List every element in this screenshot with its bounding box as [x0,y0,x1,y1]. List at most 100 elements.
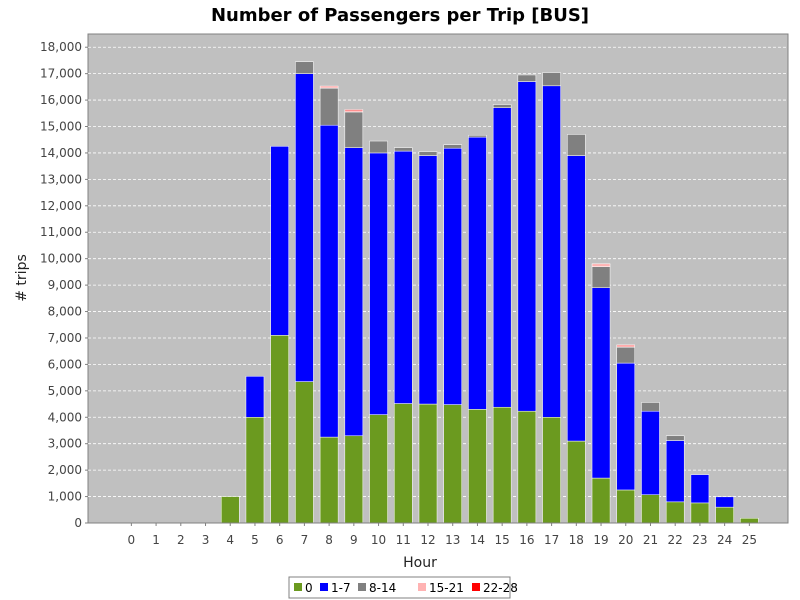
y-tick-label: 17,000 [40,67,82,81]
bar-segment [295,381,314,524]
bar-segment [443,404,462,524]
bar-segment [591,287,611,479]
bar-segment [270,146,289,336]
bar-segment [591,264,611,267]
y-tick-label: 2,000 [48,463,82,477]
x-tick-label: 13 [445,533,460,547]
bar-segment [295,73,314,382]
legend-swatch [358,583,366,591]
x-tick-label: 3 [202,533,210,547]
legend-label: 8-14 [369,581,396,595]
bar-segment [468,134,487,138]
x-tick-label: 9 [350,533,358,547]
legend-label: 15-21 [429,581,464,595]
x-tick-label: 24 [717,533,732,547]
bar-segment [394,147,413,152]
legend-swatch [294,583,302,591]
bar-segment [517,81,537,412]
bar-segment [344,147,364,437]
gridlines [88,46,788,497]
bar-segment [641,494,660,524]
bar-segment [468,136,487,410]
legend-label: 22-28 [483,581,518,595]
bar-segment [517,74,537,82]
y-tick-label: 1,000 [48,490,82,504]
bar-segment [665,501,685,524]
x-tick-label: 17 [544,533,559,547]
bar-segment [344,111,364,148]
x-tick-label: 0 [128,533,136,547]
bar-segment [591,477,611,524]
x-tick-label: 11 [396,533,411,547]
bars [220,61,759,524]
bar-segment [369,152,388,415]
bar-segment [616,346,636,364]
x-tick-label: 5 [251,533,259,547]
legend-box [288,576,511,599]
bar-segment [665,435,685,441]
y-tick-label: 14,000 [40,146,82,160]
y-tick-label: 15,000 [40,120,82,134]
y-tick-label: 4,000 [48,410,82,424]
bar-segment [517,410,537,524]
y-tick-label: 18,000 [40,40,82,54]
bar-segment [443,144,462,149]
x-tick-label: 1 [152,533,160,547]
x-tick-label: 12 [420,533,435,547]
legend-label: 1-7 [331,581,351,595]
x-tick-label: 15 [495,533,510,547]
y-tick-label: 13,000 [40,172,82,186]
x-axis: 0 1 2 3 4 5 6 7 8 9 10 11 12 13 14 15 16 17 18 19 20 21 22 23 24… [88,522,788,547]
bar-segment [295,61,314,74]
bar-segment [492,104,512,108]
y-tick-label: 7,000 [48,331,82,345]
bar-segment [369,414,388,524]
bar-segment [542,417,561,524]
x-tick-label: 10 [371,533,386,547]
bar-segment [641,410,660,495]
bar-segment [591,263,611,265]
bar-segment [418,155,438,405]
bar-segment [344,435,364,524]
y-tick-label: 0 [74,516,82,530]
x-tick-label: 25 [742,533,757,547]
x-tick-label: 7 [301,533,309,547]
x-tick-label: 6 [276,533,284,547]
y-tick-label: 9,000 [48,278,82,292]
x-tick-label: 18 [569,533,584,547]
bar-segment [418,151,438,156]
y-tick-label: 16,000 [40,93,82,107]
x-tick-label: 14 [470,533,485,547]
x-tick-label: 21 [643,533,658,547]
bar-segment [319,436,339,524]
legend-label: 0 [305,581,313,595]
x-tick-label: 2 [177,533,185,547]
bar-segment [319,87,339,126]
legend-swatch [472,583,480,591]
x-tick-label: 19 [593,533,608,547]
bar-segment [665,440,685,503]
bar-segment [319,124,339,438]
x-axis-label: Hour [403,555,437,571]
bar-segment [641,402,660,412]
y-axis-label: # trips [14,254,30,302]
bar-segment [369,140,388,154]
bar-segment [468,409,487,524]
bar-segment [715,506,734,524]
y-tick-label: 6,000 [48,357,82,371]
x-tick-label: 4 [226,533,234,547]
bar-segment [492,406,512,524]
bar-segment [690,474,710,504]
bar-segment [245,417,265,524]
y-tick-label: 10,000 [40,252,82,266]
x-tick-label: 8 [325,533,333,547]
y-tick-label: 3,000 [48,437,82,451]
y-tick-label: 5,000 [48,384,82,398]
bar-segment [616,362,636,491]
bar-segment [616,344,636,346]
bar-segment [567,155,586,442]
bar-segment [591,266,611,289]
bar-segment [542,85,561,418]
x-tick-label: 23 [692,533,707,547]
